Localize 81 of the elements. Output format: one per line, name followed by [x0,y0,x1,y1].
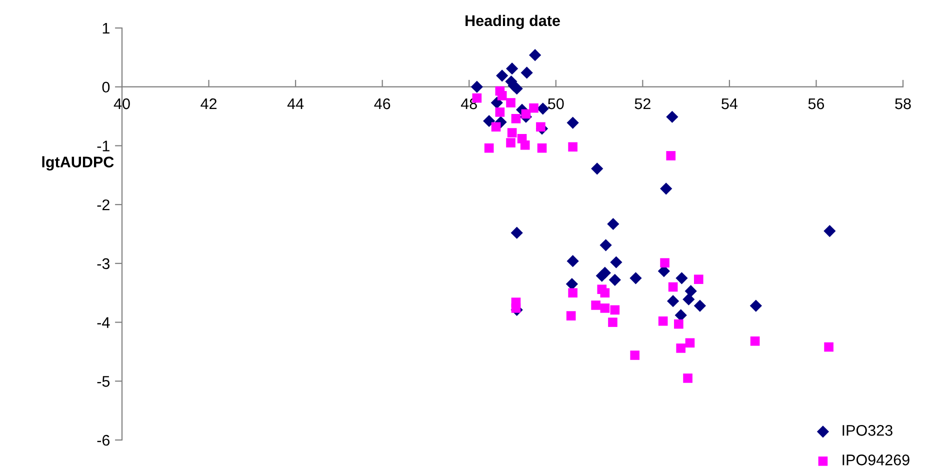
x-tick-label: 42 [200,98,217,110]
point [668,282,678,292]
point [658,316,668,326]
y-tick-label: -5 [97,376,110,387]
point [824,225,836,238]
point [510,226,523,239]
point [497,91,507,100]
point [483,114,496,128]
point [470,80,483,93]
point [520,140,530,150]
point [682,293,695,306]
y-tick-label: -4 [97,317,110,328]
point [694,300,706,312]
point [506,98,516,108]
point [537,143,547,153]
x-tick-label: 44 [287,98,304,110]
point [694,274,704,284]
point [607,218,620,230]
point [666,295,680,308]
point [511,114,521,124]
point [520,66,533,79]
point [684,285,697,298]
point [529,49,542,62]
point [507,128,517,138]
point [750,336,760,346]
point [568,142,578,152]
point [685,338,695,348]
point [824,342,834,352]
point [608,318,618,327]
point [566,255,579,268]
x-axis-title: Heading date [466,14,560,30]
point [506,138,516,148]
point [630,350,640,360]
point [566,311,576,320]
point [596,270,608,282]
point [484,143,494,153]
point [511,304,521,313]
x-tick-label: 52 [634,98,650,110]
point [566,116,579,129]
y-tick-label: -2 [97,199,110,210]
x-tick-label: 58 [895,98,911,110]
x-tick-label: 54 [722,98,738,110]
x-tick-label: 40 [114,98,130,110]
y-axis-title: lgtAUDPC [42,156,114,171]
point [666,151,676,160]
y-tick-label: 0 [102,82,110,93]
point [529,103,538,113]
point [496,70,508,82]
point [600,239,612,252]
point [536,102,549,115]
legend-label: IPO323 [842,425,892,436]
point [495,108,505,117]
y-tick-label: -1 [97,140,110,152]
point [666,110,678,123]
point [630,272,642,284]
point [610,305,620,315]
x-tick-label: 56 [808,98,824,110]
point [750,300,762,312]
point [676,272,688,284]
legend-label: IPO94269 [842,454,910,466]
point [660,258,670,268]
point [600,304,610,313]
point [591,300,600,310]
point [610,256,622,268]
y-tick-label: 1 [102,23,110,34]
point [491,122,501,132]
point [660,182,672,195]
point [510,82,523,95]
point [683,374,692,383]
point [600,288,610,298]
point [506,62,518,75]
point [568,288,578,298]
point [674,319,684,329]
point [608,274,621,286]
y-tick-label: -3 [97,258,110,270]
x-tick-label: 46 [374,98,390,110]
y-tick-label: -6 [97,434,110,446]
x-tick-label: 50 [548,98,564,110]
point [676,344,686,353]
point [591,162,604,175]
point [536,122,546,132]
